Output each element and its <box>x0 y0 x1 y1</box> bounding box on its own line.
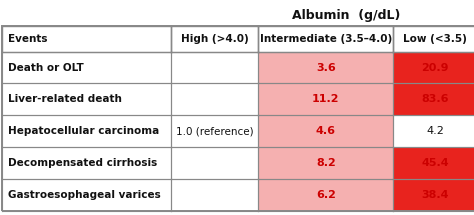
Text: Intermediate (3.5–4.0): Intermediate (3.5–4.0) <box>260 34 392 44</box>
Bar <box>258 26 393 52</box>
Bar <box>393 115 474 147</box>
Bar <box>393 147 474 179</box>
Text: Death or OLT: Death or OLT <box>8 63 84 72</box>
Text: 20.9: 20.9 <box>421 63 449 72</box>
Text: 8.2: 8.2 <box>316 158 336 168</box>
Text: 45.4: 45.4 <box>421 158 449 168</box>
Bar <box>2 179 171 211</box>
Text: 3.6: 3.6 <box>316 63 336 72</box>
Text: 83.6: 83.6 <box>421 94 449 104</box>
Bar <box>171 179 258 211</box>
Bar <box>171 147 258 179</box>
Bar <box>393 26 474 52</box>
Text: 1.0 (reference): 1.0 (reference) <box>176 126 253 136</box>
Text: Low (<3.5): Low (<3.5) <box>403 34 467 44</box>
Text: Hepatocellular carcinoma: Hepatocellular carcinoma <box>8 126 159 136</box>
Bar <box>171 52 258 83</box>
Bar <box>2 52 171 83</box>
Text: 38.4: 38.4 <box>421 190 449 200</box>
Text: Liver-related death: Liver-related death <box>8 94 122 104</box>
Bar <box>393 52 474 83</box>
Bar <box>2 83 171 115</box>
Text: Gastroesophageal varices: Gastroesophageal varices <box>8 190 161 200</box>
Text: Decompensated cirrhosis: Decompensated cirrhosis <box>8 158 157 168</box>
Text: 4.6: 4.6 <box>316 126 336 136</box>
Bar <box>2 115 171 147</box>
Bar <box>258 179 393 211</box>
Text: High (>4.0): High (>4.0) <box>181 34 248 44</box>
Bar <box>393 83 474 115</box>
Bar <box>258 115 393 147</box>
Bar <box>2 26 474 211</box>
Text: Albumin  (g/dL): Albumin (g/dL) <box>292 9 400 22</box>
Bar <box>171 26 258 52</box>
Bar <box>171 83 258 115</box>
Bar <box>258 83 393 115</box>
Bar <box>2 26 171 52</box>
Bar <box>2 147 171 179</box>
Bar <box>171 115 258 147</box>
Text: 4.2: 4.2 <box>426 126 444 136</box>
Bar <box>258 147 393 179</box>
Bar <box>258 52 393 83</box>
Text: 6.2: 6.2 <box>316 190 336 200</box>
Bar <box>393 179 474 211</box>
Text: Events: Events <box>8 34 47 44</box>
Text: 11.2: 11.2 <box>312 94 340 104</box>
